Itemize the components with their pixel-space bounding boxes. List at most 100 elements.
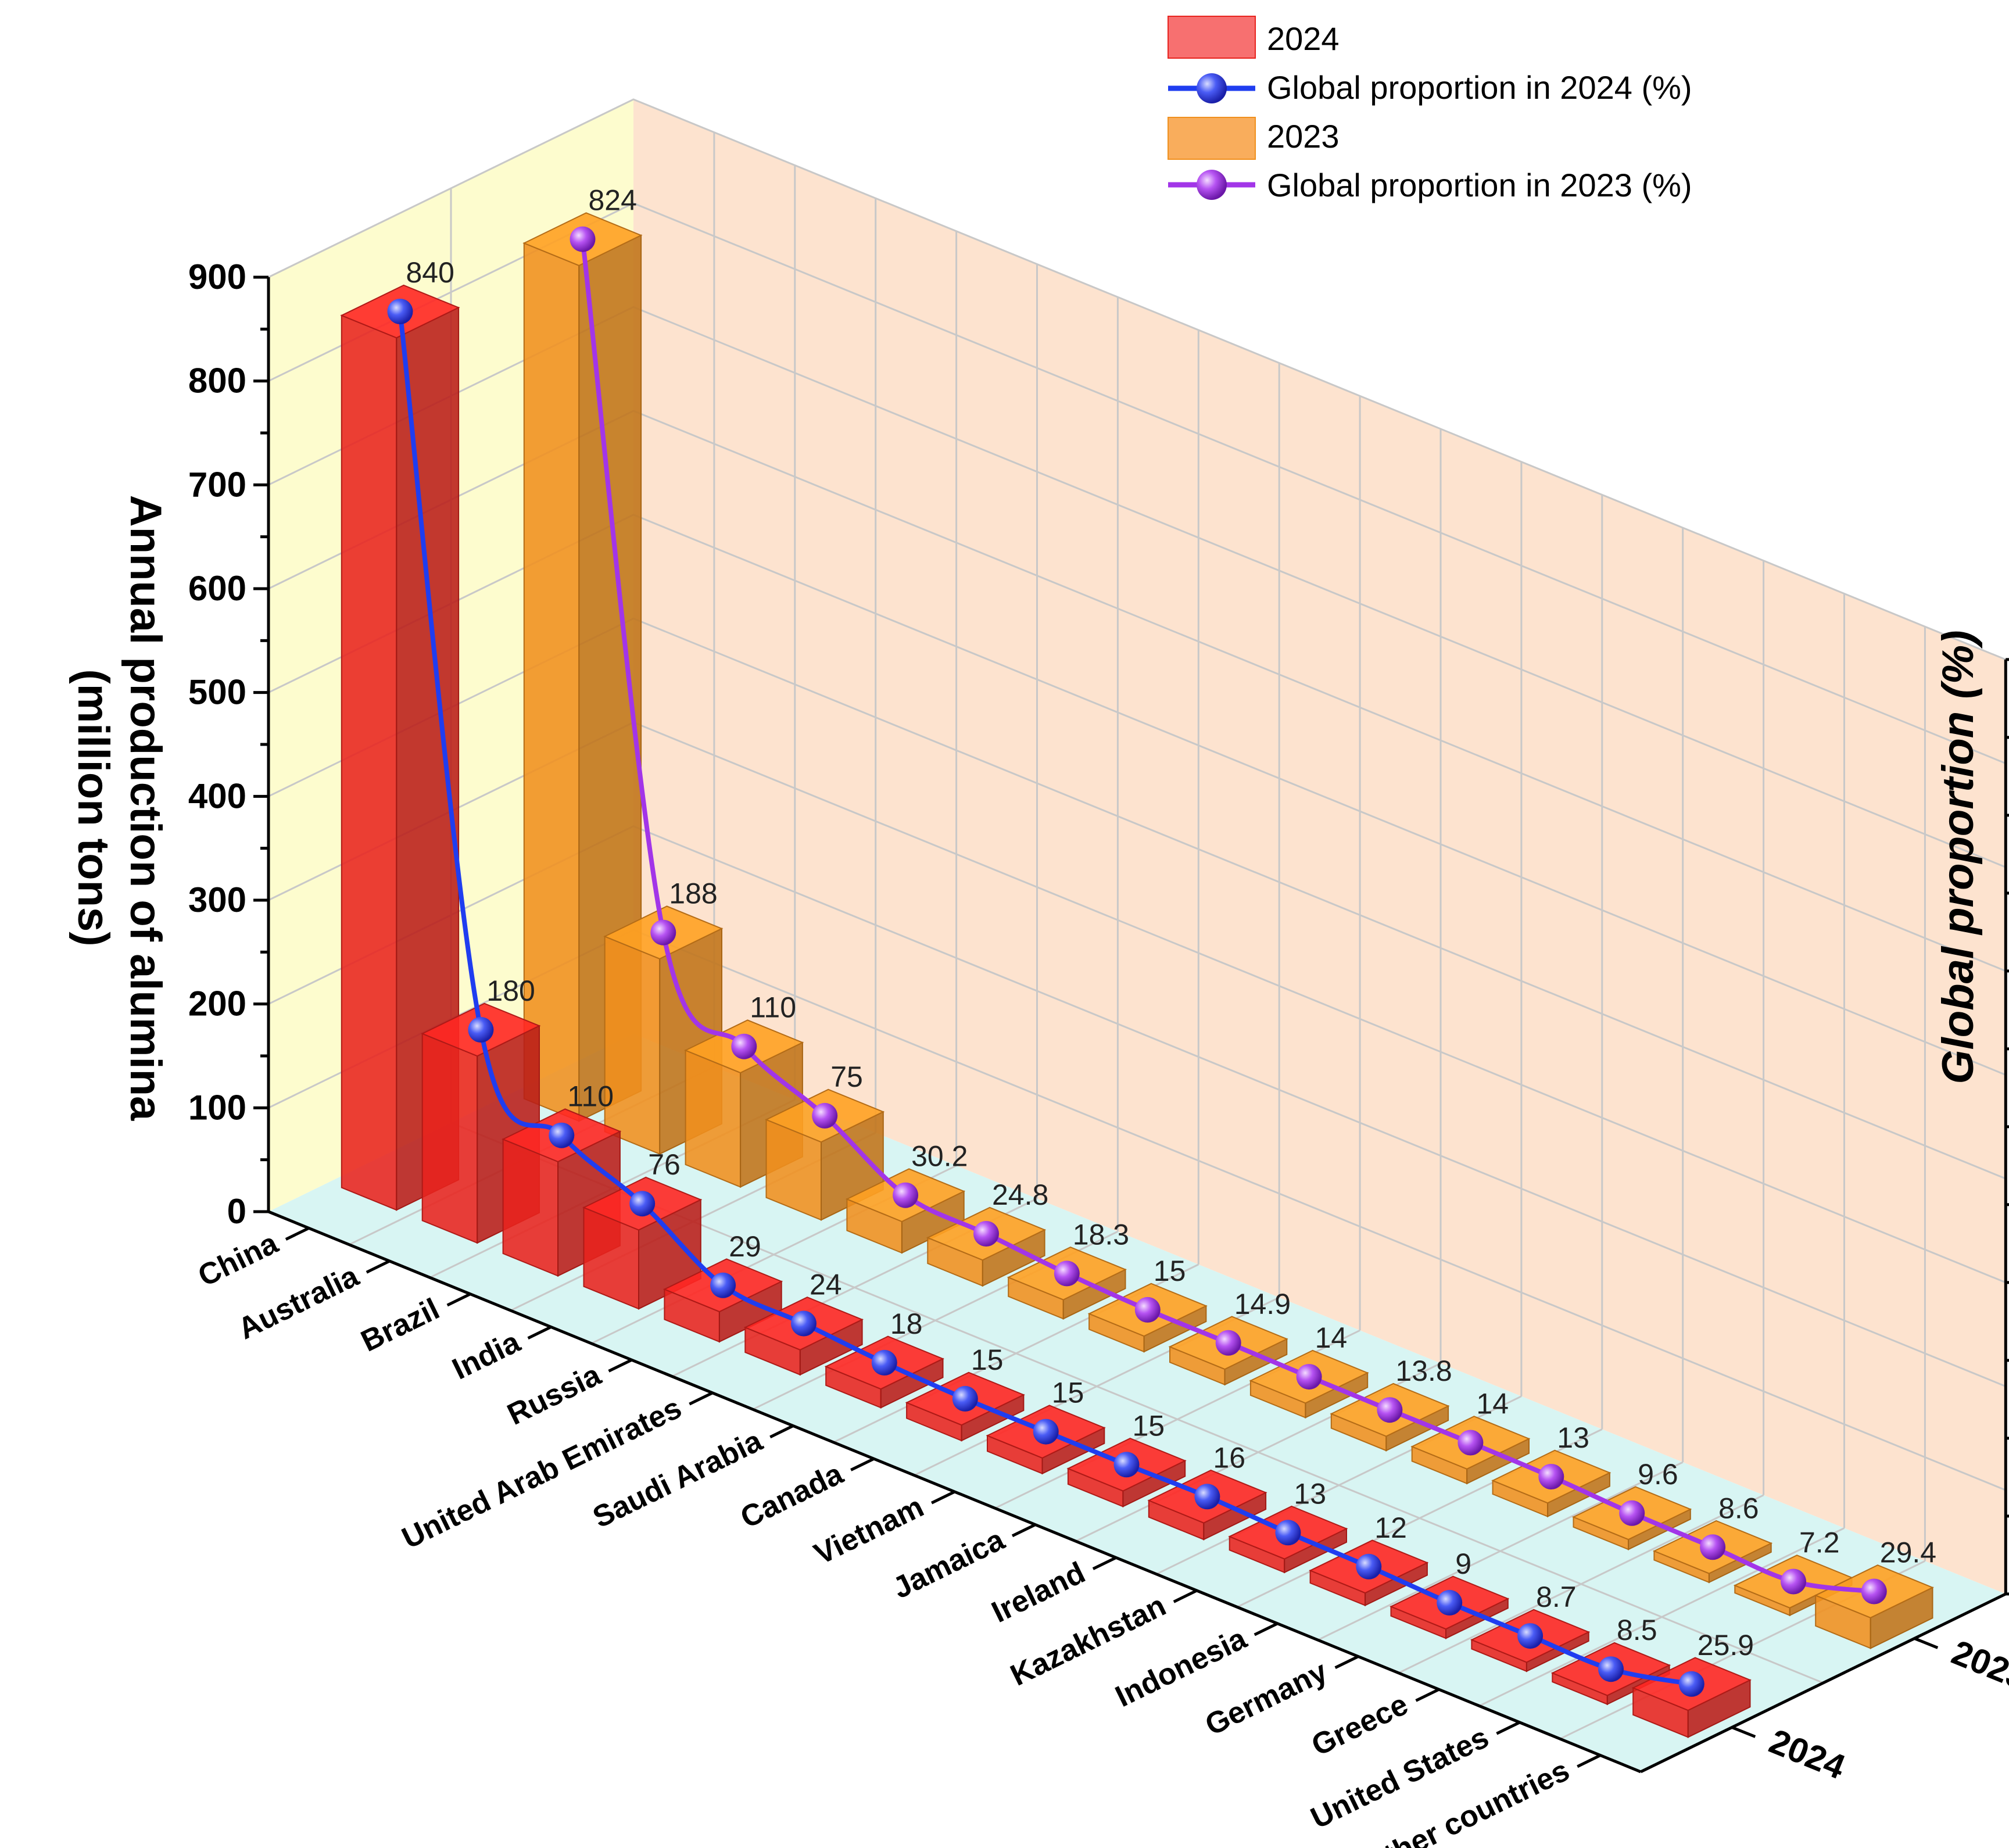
series-2024-marker xyxy=(1033,1419,1059,1445)
series-2024-marker xyxy=(629,1191,656,1217)
series-2024-value-label: 24 xyxy=(810,1269,842,1301)
series-2023-marker xyxy=(1457,1430,1484,1456)
z-tick-label: 2023 xyxy=(1946,1632,2009,1697)
series-2024-marker xyxy=(1437,1589,1463,1616)
series-2023-marker xyxy=(731,1033,757,1059)
x-tick xyxy=(366,1259,391,1274)
series-2023-value-label: 7.2 xyxy=(1799,1527,1840,1559)
series-2024-marker xyxy=(1356,1553,1382,1580)
x-tick xyxy=(850,1457,875,1471)
y-tick-label: 200 xyxy=(188,984,246,1023)
series-2023-value-label: 9.6 xyxy=(1638,1458,1678,1491)
series-2023-marker xyxy=(973,1221,999,1247)
series-2023-value-label: 29.4 xyxy=(1880,1537,1936,1569)
bar-2023-bar xyxy=(1007,1247,1127,1320)
x-tick-label: Australia xyxy=(233,1259,364,1346)
series-2023-value-label: 824 xyxy=(589,184,637,217)
series-2024-marker xyxy=(549,1122,575,1148)
series-2024-value-label: 15 xyxy=(1133,1409,1165,1442)
series-2024-value-label: 15 xyxy=(1052,1377,1084,1409)
legend-label-2023: 2023 xyxy=(1267,118,1340,155)
z-tick-label: 2024 xyxy=(1764,1721,1850,1786)
series-2024-marker xyxy=(791,1310,817,1337)
x-tick xyxy=(1254,1622,1279,1636)
x-tick-label: Jamaica xyxy=(887,1523,1010,1606)
series-2024-value-label: 8.7 xyxy=(1536,1581,1577,1613)
y-axis-title: Annual production of alumina xyxy=(121,495,170,1121)
gridline-h xyxy=(268,98,2006,661)
x-tick-label: Ireland xyxy=(987,1556,1091,1629)
z-tick xyxy=(1731,1726,1756,1738)
x-tick xyxy=(1011,1523,1036,1538)
x-tick xyxy=(527,1326,552,1340)
series-2024-value-label: 15 xyxy=(971,1344,1004,1376)
series-2024-value-label: 29 xyxy=(729,1230,761,1263)
x-tick-label: India xyxy=(447,1325,525,1387)
series-2023-marker xyxy=(1538,1464,1564,1489)
y-tick-label: 900 xyxy=(188,257,246,296)
line-series-2024 xyxy=(387,299,1704,1697)
data-labels-2023: 824 188 110 75 30.2 24.8 18.3 15 14.9 14 13.8 14 13 9… xyxy=(589,184,1937,1569)
series-2023-marker xyxy=(1377,1397,1403,1423)
series-2024-value-label: 840 xyxy=(406,256,454,289)
y-tick-label: 300 xyxy=(188,880,246,919)
series-2023-value-label: 75 xyxy=(830,1061,863,1093)
series-2024-value-label: 110 xyxy=(567,1080,614,1113)
series-2024-marker xyxy=(468,1017,494,1043)
bar-2024-bar-front xyxy=(421,1033,478,1244)
x-tick xyxy=(1496,1721,1521,1735)
series-2023-value-label: 24.8 xyxy=(992,1179,1048,1211)
x-tick xyxy=(1334,1655,1359,1669)
series-2024-marker xyxy=(710,1272,736,1298)
y-tick-label: 800 xyxy=(188,361,246,400)
series-2024-marker xyxy=(952,1385,978,1412)
series-2023-marker xyxy=(1619,1500,1645,1526)
data-labels-2024: 840 180 110 76 29 24 18 15 15 15 16 13 12 9 8.7 8.5 25.9 xyxy=(406,256,1754,1661)
series-2024-marker xyxy=(1598,1656,1624,1682)
series-2023-value-label: 8.6 xyxy=(1718,1492,1759,1524)
x-tick xyxy=(1577,1754,1601,1768)
gridline-floor xyxy=(1478,1527,1845,1707)
series-2024-marker xyxy=(1113,1452,1140,1478)
bar-2023-bar-front xyxy=(604,935,661,1155)
x-tick xyxy=(1092,1556,1117,1570)
gridline-floor xyxy=(1317,1461,1684,1641)
series-2023-value-label: 14 xyxy=(1476,1388,1509,1420)
series-2023-value-label: 15 xyxy=(1154,1255,1186,1287)
series-2023-value-label: 18.3 xyxy=(1073,1218,1129,1251)
y2-axis-title: Global proportion (%) xyxy=(1933,630,1983,1084)
x-tick xyxy=(608,1358,633,1373)
y-axis-units: (million tons) xyxy=(69,669,118,946)
series-2023-marker xyxy=(893,1182,919,1208)
series-2023-value-label: 14.9 xyxy=(1234,1288,1291,1320)
bar-2023-bar-front xyxy=(685,1049,742,1188)
legend: 2024 Global proportion in 2024 (%) 2023 … xyxy=(1168,16,1692,203)
bar-2024-bar xyxy=(340,284,460,1211)
legend-label-proportion-2023: Global proportion in 2023 (%) xyxy=(1267,167,1692,203)
series-2024-marker xyxy=(871,1349,897,1376)
series-2023-marker xyxy=(570,226,596,252)
series-2023-marker xyxy=(1054,1260,1080,1287)
series-2024-value-label: 76 xyxy=(648,1148,681,1181)
series-2024-marker xyxy=(1517,1623,1544,1649)
series-2024-value-label: 16 xyxy=(1213,1441,1245,1474)
series-2023-value-label: 14 xyxy=(1315,1321,1348,1354)
y-tick-label: 700 xyxy=(188,465,246,504)
y-tick-label: 0 xyxy=(227,1192,246,1231)
y-tick-label: 100 xyxy=(188,1088,246,1127)
series-2023-marker xyxy=(1861,1578,1887,1605)
y-tick-label: 600 xyxy=(188,569,246,608)
series-2023-value-label: 13.8 xyxy=(1395,1355,1452,1387)
series-2024-marker xyxy=(1194,1484,1220,1510)
y-tick-label: 400 xyxy=(188,776,246,815)
series-2024-marker xyxy=(387,299,413,324)
series-2024-value-label: 9 xyxy=(1455,1548,1471,1580)
legend-label-2024: 2024 xyxy=(1267,20,1340,57)
legend-marker-2023 xyxy=(1197,170,1227,200)
series-2023-marker xyxy=(1700,1534,1726,1560)
series-2023-marker xyxy=(812,1102,838,1129)
legend-swatch-2023 xyxy=(1168,117,1256,160)
x-tick xyxy=(1415,1688,1440,1702)
z-tick xyxy=(1914,1637,1939,1649)
y-tick-label: 500 xyxy=(188,673,246,712)
